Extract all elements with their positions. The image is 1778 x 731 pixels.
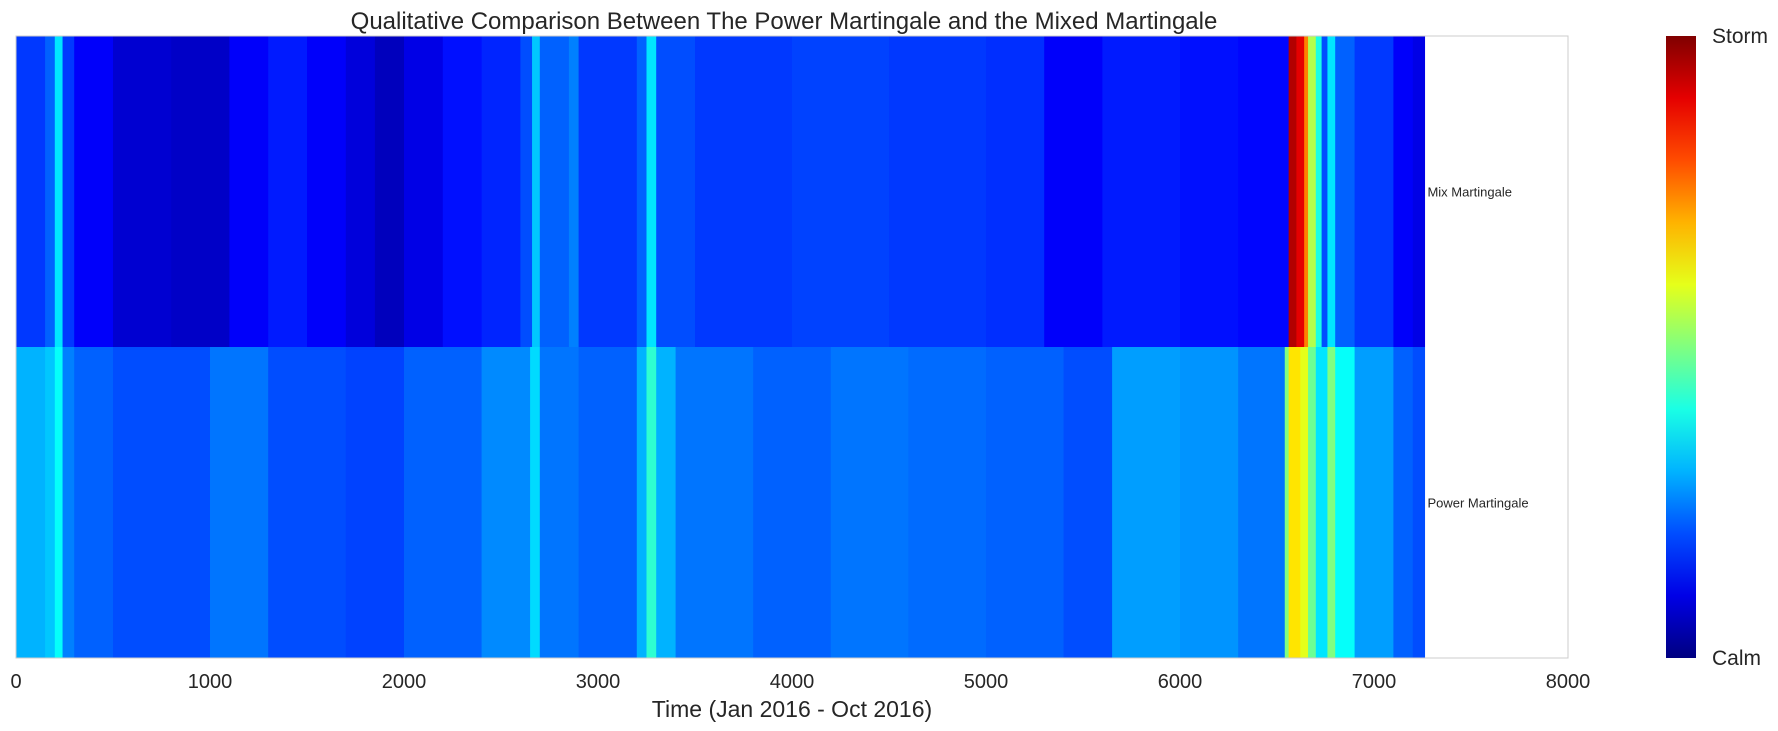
heatmap-cell [374,36,405,347]
x-tick-label: 0 [10,671,21,693]
heatmap-cell [1354,36,1394,347]
heatmap-cell [1180,36,1239,347]
heatmap-cell [1308,347,1317,658]
heatmap-cell [578,36,638,347]
heatmap-cell [404,36,444,347]
x-axis: 0 1000 2000 3000 4000 5000 6000 7000 8000 [10,671,1590,693]
heatmap-cell [1102,36,1181,347]
heatmap-cell [889,36,987,347]
heatmap-cell [1412,347,1426,658]
heatmap-cell [229,36,269,347]
heatmap-cell [62,36,75,347]
heatmap-cell [1315,347,1329,658]
heatmap-cell [113,347,211,658]
heatmap-cell [54,347,64,658]
heatmap-cell [1180,347,1239,658]
heatmap-cell [1112,347,1181,658]
heatmap-cell [1288,347,1301,658]
heatmap-cell [1393,36,1414,347]
heatmap-cell [1321,36,1329,347]
heatmap-cell [481,347,531,658]
heatmap-cell [1238,36,1290,347]
heatmap-cell [986,347,1065,658]
heatmap-cell [1327,36,1336,347]
heatmap-cell [1412,36,1426,347]
heatmap-cell [1327,347,1336,658]
heatmap-cell [539,36,570,347]
colorbar-max-label: Storm [1712,25,1768,48]
heatmap-cell [646,347,657,658]
heatmap-cell [1315,36,1323,347]
heatmap-cell [54,36,64,347]
x-tick-label: 3000 [576,671,621,693]
x-tick-label: 6000 [1158,671,1203,693]
heatmap-cell [986,36,1045,347]
heatmap-cell [345,36,376,347]
heatmap-cell [568,36,580,347]
heatmap-cell [307,36,347,347]
heatmap-cell [16,347,46,658]
heatmap-cell [113,36,172,347]
heatmap-cell [520,36,533,347]
heatmap-cell [792,36,890,347]
heatmap-cell [1308,36,1317,347]
heatmap-cell [695,36,793,347]
x-tick-label: 2000 [382,671,427,693]
heatmap-cell [1393,347,1414,658]
heatmap-cell [74,347,114,658]
heatmap-cell [539,347,580,658]
heatmap-cell [268,347,347,658]
heatmap-cell [1335,347,1356,658]
heatmap-cell [404,347,483,658]
heatmap-cell [45,36,56,347]
heatmap-cell [268,36,308,347]
heatmap-cell [1044,36,1103,347]
heatmap-cell [1288,36,1297,347]
heatmap-cell [1284,347,1290,658]
x-tick-label: 1000 [188,671,233,693]
heatmap-cell [636,36,648,347]
heatmap-cell [210,347,269,658]
x-tick-label: 4000 [770,671,815,693]
heatmap-cell [675,347,754,658]
heatmap-cell [656,347,677,658]
row-labels: Mix Martingale Power Martingale [1427,185,1528,511]
heatmap-cell [636,347,648,658]
x-tick-label: 8000 [1546,671,1591,693]
heatmap-cell [171,36,230,347]
heatmap-cell [45,347,56,658]
chart-title: Qualitative Comparison Between The Power… [351,8,1218,35]
colorbar-min-label: Calm [1712,647,1761,670]
row-label: Mix Martingale [1427,185,1512,200]
heatmap-cell [532,36,541,347]
row-label: Power Martingale [1427,496,1528,511]
heatmap-cell [62,347,75,658]
heatmap-cell [345,347,405,658]
heatmap-cell [1238,347,1286,658]
heatmap-cell [646,36,657,347]
colorbar [1666,36,1696,658]
x-tick-label: 5000 [964,671,1009,693]
heatmap-cell [74,36,114,347]
heatmap-cell [442,36,483,347]
heatmap-cell [1335,36,1356,347]
heatmap [16,36,1426,658]
heatmap-cell [1304,36,1309,347]
heatmap-cell [753,347,832,658]
heatmap-cell [1063,347,1113,658]
heatmap-cell [1300,347,1309,658]
heatmap-cell [1296,36,1305,347]
x-axis-label: Time (Jan 2016 - Oct 2016) [652,696,932,722]
heatmap-cell [908,347,987,658]
heatmap-cell [481,36,521,347]
heatmap-cell [1354,347,1394,658]
x-tick-label: 7000 [1352,671,1397,693]
plot-frame [15,35,1569,659]
heatmap-cell [578,347,638,658]
heatmap-cell [530,347,541,658]
heatmap-cell [830,347,909,658]
heatmap-cell [656,36,696,347]
heatmap-cell [16,36,46,347]
